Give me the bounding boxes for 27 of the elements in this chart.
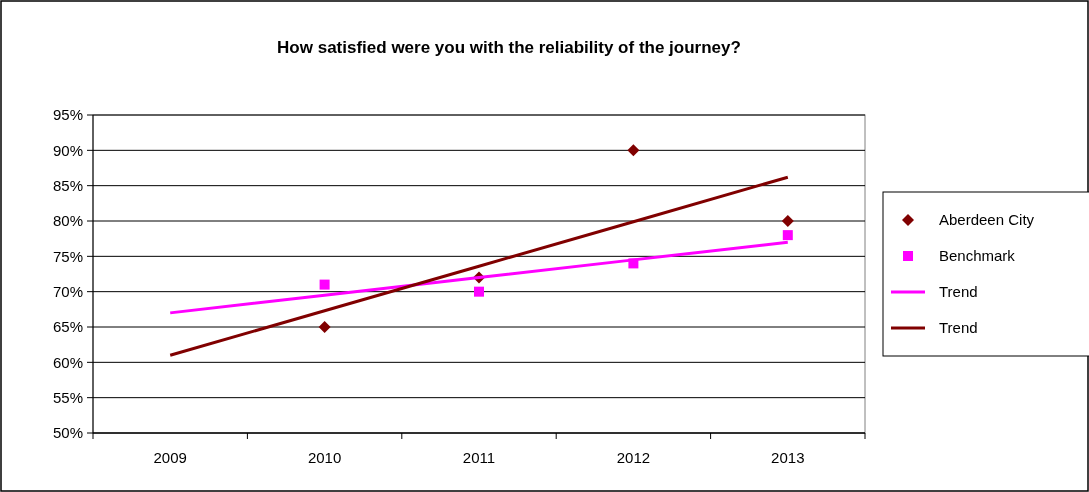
line-series	[168, 175, 790, 357]
point	[627, 144, 640, 157]
y-tick-label: 85%	[52, 176, 83, 194]
y-tick-label: 75%	[52, 247, 83, 265]
y-tick-label: 65%	[52, 318, 83, 336]
y-tick-label: 70%	[52, 282, 83, 300]
point	[474, 286, 484, 297]
chart-title: How satisfied were you with the reliability of the journey?	[277, 38, 741, 57]
y-tick-label: 50%	[52, 424, 83, 442]
legend-label: Trend	[939, 283, 978, 301]
point	[318, 321, 331, 333]
x-tick-label: 2009	[153, 449, 187, 466]
y-tick-label: 95%	[52, 106, 83, 124]
x-tick-label: 2013	[771, 449, 805, 466]
x-tick-label: 2012	[616, 449, 651, 466]
x-tick-label: 2010	[307, 449, 342, 466]
x-tick-label: 2011	[462, 449, 496, 466]
point	[319, 279, 330, 290]
y-tick-label: 60%	[52, 353, 83, 371]
legend-label: Trend	[939, 319, 978, 337]
point	[782, 230, 793, 241]
y-tick-label: 55%	[52, 388, 83, 406]
legend-label: Aberdeen City	[939, 211, 1035, 229]
legend-label: Benchmark	[939, 247, 1016, 265]
y-tick-label: 90%	[52, 141, 83, 159]
y-tick-label: 80%	[52, 212, 83, 230]
point	[781, 215, 794, 227]
